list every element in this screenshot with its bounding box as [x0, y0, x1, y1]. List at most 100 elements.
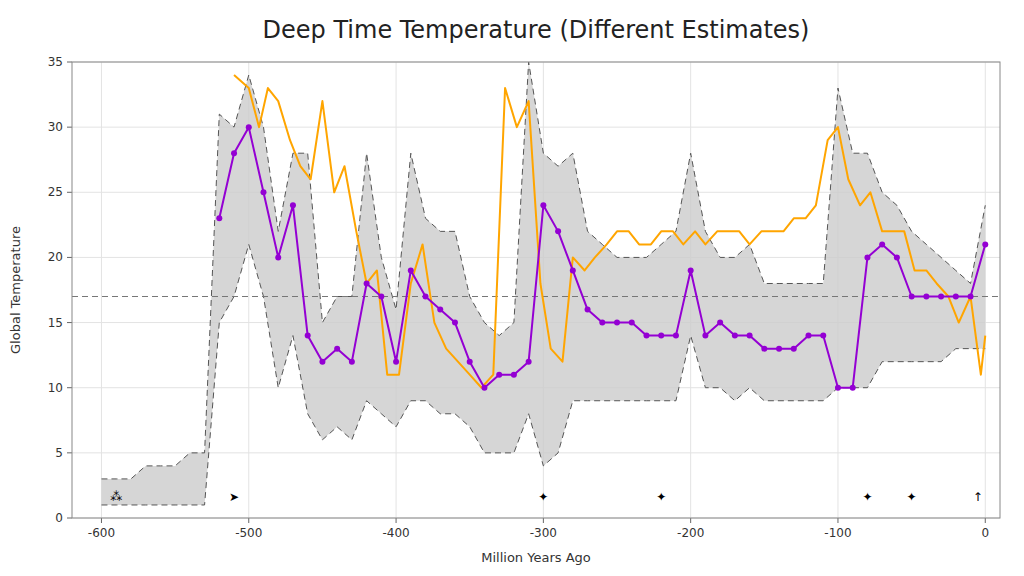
series-marker	[732, 333, 738, 339]
series-marker	[467, 359, 473, 365]
x-axis-label: Million Years Ago	[481, 550, 591, 565]
series-marker	[216, 215, 222, 221]
y-grid-line	[72, 452, 1000, 453]
annotation: ✦	[907, 490, 917, 504]
series-marker	[894, 254, 900, 260]
annotation: ➤	[229, 490, 239, 504]
annotation: ⁂	[110, 490, 122, 504]
band-upper-edge	[101, 62, 985, 479]
x-tick-label: -600	[88, 526, 115, 540]
annotation: ✦	[538, 490, 548, 504]
series-marker	[526, 359, 532, 365]
y-tick	[67, 322, 72, 323]
x-grid-line	[396, 62, 397, 518]
x-grid-line	[101, 62, 102, 518]
series-marker	[850, 385, 856, 391]
y-tick	[67, 452, 72, 453]
series-marker	[643, 333, 649, 339]
series-marker	[820, 333, 826, 339]
series-marker	[776, 346, 782, 352]
series-marker	[599, 320, 605, 326]
series-marker	[393, 359, 399, 365]
y-tick-label: 30	[48, 120, 63, 134]
series-marker	[378, 294, 384, 300]
series-marker	[364, 280, 370, 286]
annotation: ✦	[862, 490, 872, 504]
series-marker	[629, 320, 635, 326]
series-marker	[319, 359, 325, 365]
series-marker	[349, 359, 355, 365]
x-tick-label: -500	[235, 526, 262, 540]
series-marker	[496, 372, 502, 378]
series-marker	[423, 294, 429, 300]
x-tick	[985, 518, 986, 523]
y-tick	[67, 192, 72, 193]
series-marker	[923, 294, 929, 300]
series-marker	[806, 333, 812, 339]
axes: -600-500-400-300-200-100005101520253035	[48, 55, 989, 540]
y-tick	[67, 127, 72, 128]
x-tick-label: -400	[382, 526, 409, 540]
plot-area	[72, 62, 1000, 505]
x-tick-label: -300	[530, 526, 557, 540]
x-tick	[248, 518, 249, 523]
grid	[72, 62, 1000, 518]
series-marker	[968, 294, 974, 300]
plot-frame	[72, 62, 1000, 518]
series-marker	[673, 333, 679, 339]
y-tick	[67, 257, 72, 258]
x-tick	[543, 518, 544, 523]
series-marker	[864, 254, 870, 260]
series-marker	[835, 385, 841, 391]
y-tick-label: 20	[48, 250, 63, 264]
series-marker	[437, 307, 443, 313]
series-marker	[570, 267, 576, 273]
series-markers	[216, 124, 988, 391]
series-marker	[953, 294, 959, 300]
band-lower-edge	[101, 244, 985, 505]
y-tick-label: 15	[48, 316, 63, 330]
series-marker	[688, 267, 694, 273]
series-marker	[658, 333, 664, 339]
title: Deep Time Temperature (Different Estimat…	[263, 16, 810, 44]
x-tick-label: -200	[677, 526, 704, 540]
series-marker	[275, 254, 281, 260]
series-marker	[791, 346, 797, 352]
series-marker	[260, 189, 266, 195]
series-marker	[702, 333, 708, 339]
y-tick-label: 35	[48, 55, 63, 69]
series-line	[219, 127, 985, 388]
x-tick-label: -100	[824, 526, 851, 540]
uncertainty-band	[101, 62, 985, 505]
annotation: ✦	[656, 490, 666, 504]
series-marker	[511, 372, 517, 378]
y-tick-label: 0	[55, 511, 63, 525]
reference-line	[72, 296, 1000, 297]
series-marker	[246, 124, 252, 130]
series-marker	[879, 241, 885, 247]
series-marker	[555, 228, 561, 234]
annotations: ⁂ ➤ ✦ ✦ ✦ ✦ ↑	[110, 490, 983, 504]
y-axis-label: Global Temperature	[8, 226, 23, 354]
y-tick-label: 5	[55, 446, 63, 460]
series-marker	[231, 150, 237, 156]
series-marker	[334, 346, 340, 352]
annotation: ↑	[973, 490, 983, 504]
y-tick	[67, 387, 72, 388]
series-marker	[747, 333, 753, 339]
x-tick	[396, 518, 397, 523]
x-tick	[837, 518, 838, 523]
series-marker	[481, 385, 487, 391]
series-marker	[982, 241, 988, 247]
series-marker	[585, 307, 591, 313]
series-line	[234, 75, 985, 388]
y-tick-label: 25	[48, 185, 63, 199]
series-marker	[305, 333, 311, 339]
chart: -600-500-400-300-200-100005101520253035⁂…	[0, 0, 1024, 576]
series-marker	[452, 320, 458, 326]
series-marker	[717, 320, 723, 326]
x-tick	[690, 518, 691, 523]
x-tick	[101, 518, 102, 523]
series-marker	[761, 346, 767, 352]
y-tick	[67, 518, 72, 519]
